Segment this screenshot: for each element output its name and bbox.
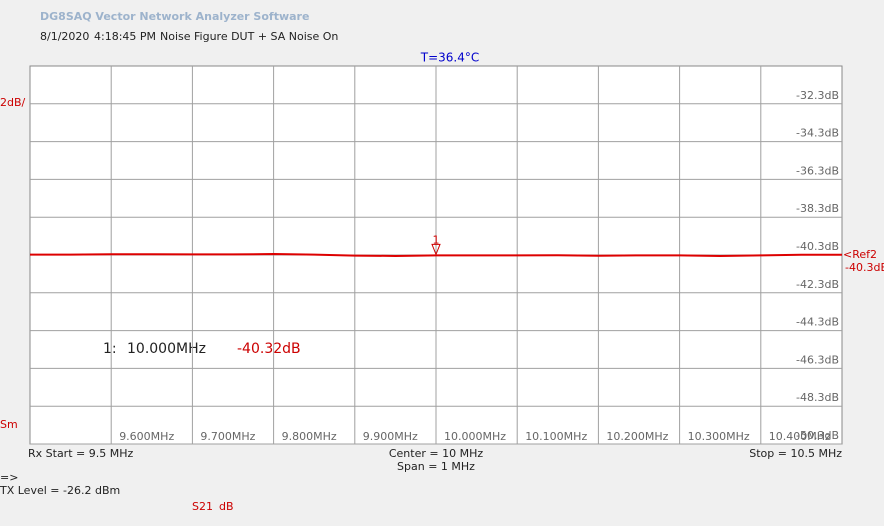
- x-tick-label: 10.000MHz: [444, 430, 506, 443]
- center-label: Center = 10 MHz: [389, 447, 483, 460]
- marker-readout: 1:: [103, 341, 117, 357]
- stop-label: Stop = 10.5 MHz: [749, 447, 842, 460]
- y-tick-label: -46.3dB: [796, 353, 839, 366]
- x-tick-label: 9.900MHz: [363, 430, 418, 443]
- ref-value: -40.3dB: [845, 261, 884, 274]
- y-tick-label: -32.3dB: [796, 89, 839, 102]
- y-tick-label: -34.3dB: [796, 127, 839, 140]
- x-tick-label: 9.700MHz: [200, 430, 255, 443]
- x-tick-label: 10.300MHz: [688, 430, 750, 443]
- scale-label: 2dB/: [0, 96, 26, 109]
- tx-level: TX Level = -26.2 dBm: [0, 484, 120, 497]
- x-tick-label: 10.200MHz: [606, 430, 668, 443]
- date: 8/1/2020: [40, 30, 89, 43]
- x-tick-label: 10.100MHz: [525, 430, 587, 443]
- x-tick-label: 10.400MHz: [769, 430, 831, 443]
- app-title: DG8SAQ Vector Network Analyzer Software: [40, 10, 309, 23]
- x-tick-label: 9.600MHz: [119, 430, 174, 443]
- y-tick-label: -40.3dB: [796, 240, 839, 253]
- time: 4:18:45 PM: [94, 30, 156, 43]
- ref-name: <Ref2: [843, 248, 877, 261]
- marker-value: -40.32dB: [237, 341, 301, 357]
- marker-name: 1: [433, 233, 440, 246]
- description: Noise Figure DUT + SA Noise On: [160, 30, 338, 43]
- marker-x: 10.000MHz: [127, 341, 206, 357]
- series-unit: dB: [219, 500, 234, 513]
- y-tick-label: -44.3dB: [796, 316, 839, 329]
- start-label: Rx Start = 9.5 MHz: [28, 447, 133, 460]
- marker: [431, 243, 441, 256]
- y-tick-label: -48.3dB: [796, 391, 839, 404]
- temperature: T=36.4°C: [420, 51, 479, 65]
- arrow: =>: [0, 471, 18, 484]
- x-tick-label: 9.800MHz: [282, 430, 337, 443]
- y-tick-label: -38.3dB: [796, 202, 839, 215]
- y-tick-label: -50.3dB: [796, 429, 839, 442]
- series-name: S21: [192, 500, 213, 513]
- span-label: Span = 1 MHz: [397, 460, 475, 473]
- y-tick-label: -42.3dB: [796, 278, 839, 291]
- sm-label: Sm: [0, 418, 18, 431]
- y-tick-label: -36.3dB: [796, 164, 839, 177]
